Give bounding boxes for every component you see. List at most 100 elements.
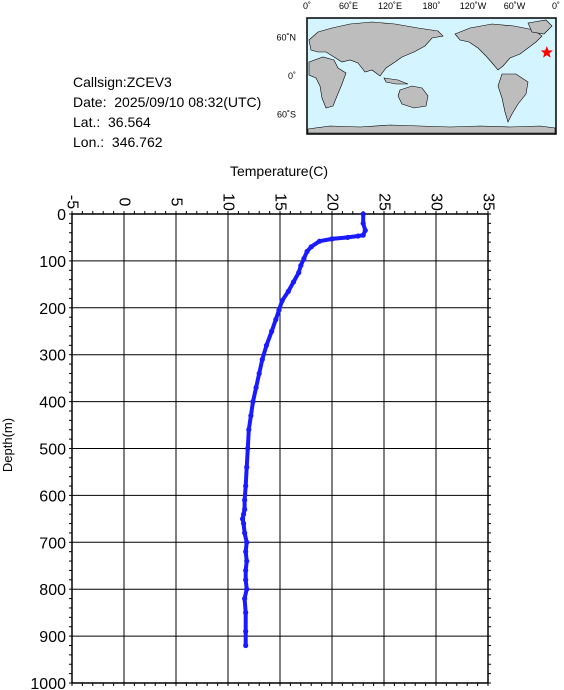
map-longitude-tick: 120˚W bbox=[460, 1, 487, 11]
greenland bbox=[527, 19, 553, 35]
map-longitude-tick: 0˚ bbox=[303, 1, 311, 11]
antarctica bbox=[307, 124, 556, 134]
temperature-data-point bbox=[244, 464, 250, 470]
temperature-data-point bbox=[329, 236, 335, 242]
temperature-data-point bbox=[244, 586, 250, 592]
y-tick-label: 0 bbox=[57, 207, 66, 224]
temperature-data-point bbox=[276, 307, 282, 313]
temperature-data-point bbox=[253, 384, 259, 391]
temperature-data-point bbox=[243, 610, 249, 616]
plot-frame bbox=[71, 213, 489, 684]
y-tick-label: 600 bbox=[39, 488, 66, 505]
temperature-data-point bbox=[316, 238, 323, 244]
map-longitude-tick: 0˚ bbox=[552, 1, 560, 11]
map-latitude-tick: 60˚N bbox=[276, 32, 296, 42]
x-tick-label: 30 bbox=[428, 193, 445, 211]
x-tick-label: 0 bbox=[116, 198, 133, 207]
callsign-text: Callsign:ZCEV3 bbox=[73, 74, 172, 90]
map-latitude-ticks: 60˚N 0˚ 60˚S bbox=[276, 32, 296, 119]
temperature-data-point bbox=[256, 370, 262, 377]
chart-grid bbox=[71, 213, 489, 684]
x-axis-label: Temperature(C) bbox=[230, 163, 328, 179]
temperature-data-point bbox=[298, 262, 304, 269]
temperature-data-point bbox=[296, 270, 302, 276]
temperature-data-point bbox=[290, 279, 297, 285]
y-axis-tick-labels: 0 100 200 300 400 500 600 700 800 900 1000 bbox=[30, 207, 66, 690]
temperature-profile-line bbox=[240, 212, 368, 648]
temperature-data-point bbox=[243, 567, 249, 574]
y-tick-label: 900 bbox=[39, 629, 66, 646]
y-tick-label: 1000 bbox=[30, 676, 66, 690]
continent-africa bbox=[308, 56, 347, 109]
x-tick-label: 5 bbox=[168, 198, 185, 207]
y-tick-label: 400 bbox=[39, 395, 66, 412]
map-longitude-tick: 60˚E bbox=[339, 1, 358, 11]
temperature-data-point bbox=[242, 506, 248, 513]
temperature-data-point bbox=[285, 288, 291, 294]
y-tick-label: 700 bbox=[39, 535, 66, 552]
temperature-data-point bbox=[279, 298, 285, 304]
continent-australia bbox=[397, 85, 429, 109]
temperature-data-point bbox=[345, 234, 351, 241]
temperature-series bbox=[239, 211, 368, 649]
temperature-data-point bbox=[244, 539, 250, 545]
location-map: 0˚ 60˚E 120˚E 180˚ 120˚W 60˚W 0˚ 60˚N 0˚ 60˚S bbox=[276, 1, 560, 135]
temperature-data-point bbox=[273, 316, 279, 323]
x-tick-label: 35 bbox=[480, 193, 497, 211]
temperature-data-point bbox=[248, 413, 254, 419]
map-longitude-tick: 60˚W bbox=[504, 1, 526, 11]
date-text: Date: 2025/09/10 08:32(UTC) bbox=[73, 94, 262, 110]
map-latitude-tick: 60˚S bbox=[277, 110, 296, 120]
temperature-data-point bbox=[360, 220, 366, 226]
x-tick-label: -5 bbox=[64, 195, 81, 209]
x-tick-label: 15 bbox=[272, 193, 289, 211]
location-marker-icon bbox=[540, 45, 553, 58]
temperature-data-point bbox=[243, 642, 249, 649]
temperature-data-point bbox=[246, 427, 252, 433]
temperature-data-point bbox=[360, 211, 366, 217]
x-tick-label: 20 bbox=[324, 193, 341, 211]
station-info: Callsign:ZCEV3 Date: 2025/09/10 08:32(UT… bbox=[73, 72, 261, 152]
temperature-data-point bbox=[243, 577, 249, 583]
y-axis-label: Depth(m) bbox=[0, 418, 15, 472]
map-longitude-ticks: 0˚ 60˚E 120˚E 180˚ 120˚W 60˚W 0˚ bbox=[303, 1, 560, 11]
temperature-data-point bbox=[263, 342, 270, 348]
map-continents bbox=[307, 19, 556, 134]
temperature-data-point bbox=[355, 233, 361, 239]
temperature-data-point bbox=[308, 244, 314, 250]
temperature-data-point bbox=[250, 399, 256, 405]
indonesia bbox=[383, 77, 409, 85]
temperature-data-point bbox=[243, 628, 249, 635]
temperature-data-point bbox=[244, 558, 250, 564]
continent-north-america bbox=[454, 23, 543, 71]
y-tick-label: 300 bbox=[39, 348, 66, 365]
continent-europe-asia bbox=[308, 21, 444, 77]
y-tick-label: 800 bbox=[39, 582, 66, 599]
temperature-data-point bbox=[245, 445, 251, 452]
temperature-data-point bbox=[239, 516, 246, 522]
temperature-data-point bbox=[301, 255, 307, 262]
temperature-data-point bbox=[241, 520, 247, 527]
temperature-data-point bbox=[241, 511, 247, 517]
continent-south-america bbox=[497, 73, 529, 123]
temperature-data-point bbox=[243, 549, 249, 555]
y-tick-label: 200 bbox=[39, 301, 66, 318]
station-marker-star bbox=[540, 45, 553, 58]
temperature-data-point bbox=[243, 483, 249, 489]
temperature-data-point bbox=[304, 248, 310, 255]
x-tick-label: 10 bbox=[220, 193, 237, 211]
temperature-data-point bbox=[242, 595, 248, 602]
map-longitude-tick: 120˚E bbox=[378, 1, 402, 11]
temperature-data-point bbox=[259, 356, 265, 362]
temperature-data-point bbox=[269, 328, 275, 334]
longitude-text: Lon.: 346.762 bbox=[73, 134, 163, 150]
temperature-data-point bbox=[242, 530, 248, 536]
temperature-data-point bbox=[362, 227, 368, 234]
temperature-data-point bbox=[242, 497, 248, 503]
x-tick-label: 25 bbox=[376, 193, 393, 211]
map-longitude-tick: 180˚ bbox=[422, 1, 440, 11]
x-axis-tick-labels: -5 0 5 10 15 20 25 30 35 bbox=[64, 193, 497, 211]
map-latitude-tick: 0˚ bbox=[288, 71, 296, 81]
temperature-data-point bbox=[360, 232, 366, 238]
